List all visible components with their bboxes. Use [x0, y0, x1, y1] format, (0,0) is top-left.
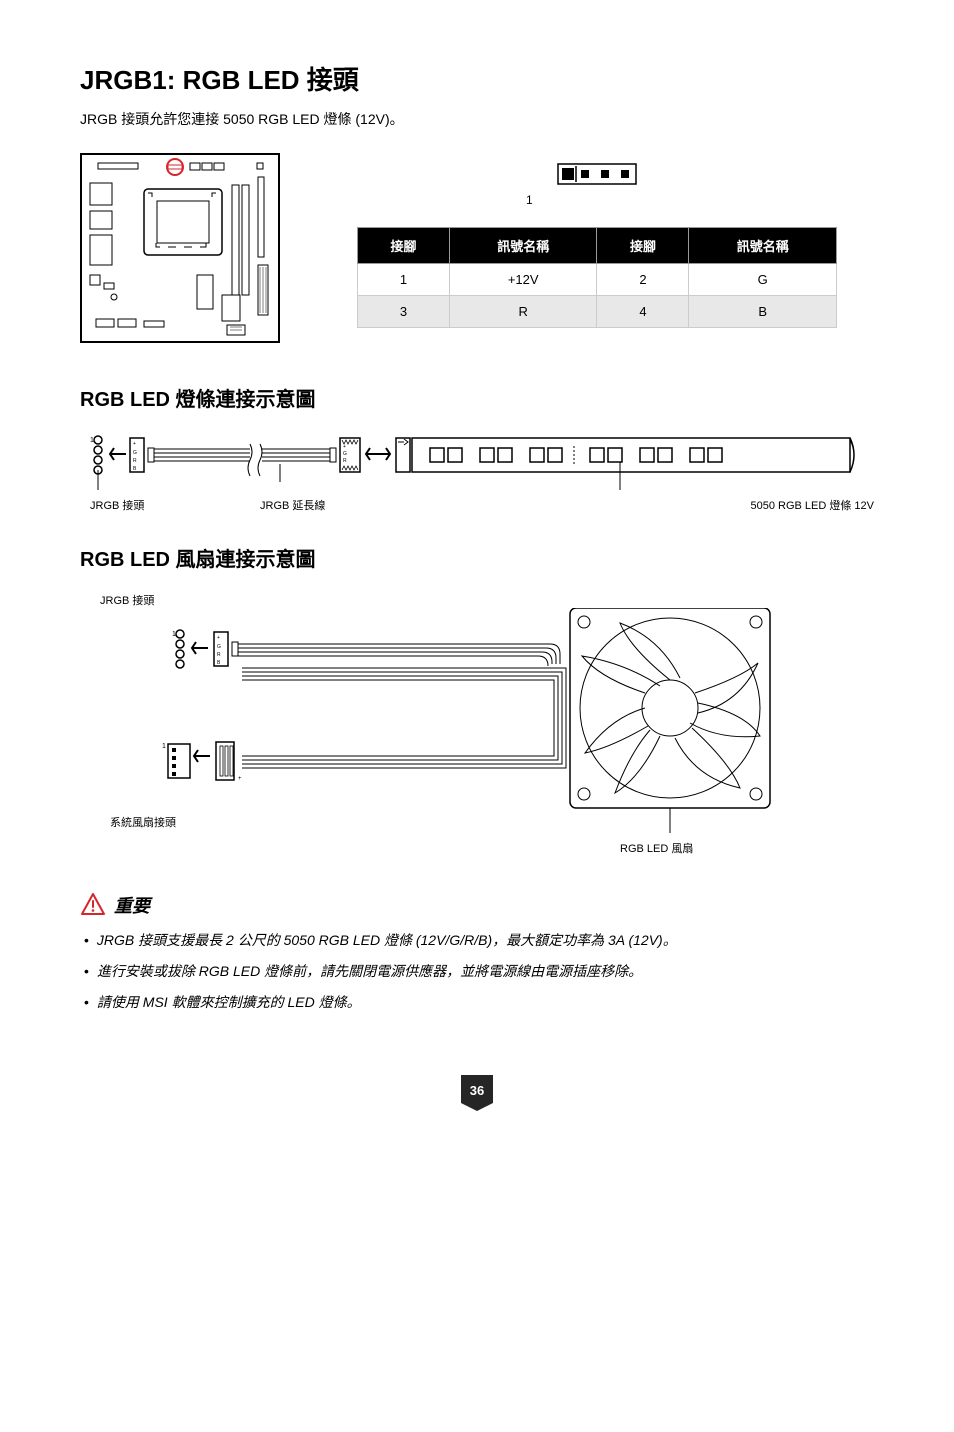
table-header: 接腳 [597, 228, 689, 264]
strip-diagram-section: 1 + G R B + G R [80, 432, 874, 513]
bullet-item: 進行安裝或拔除 RGB LED 燈條前，請先關閉電源供應器，並將電源線由電源插座… [84, 961, 874, 982]
warning-header: 重要 [80, 892, 874, 918]
connector-info: 1 接腳 訊號名稱 接腳 訊號名稱 1 +12V 2 G 3 [320, 153, 874, 328]
svg-text:+: + [133, 441, 136, 447]
svg-text:1: 1 [162, 743, 166, 750]
svg-text:36: 36 [470, 1083, 484, 1098]
connector-pinout-diagram [557, 163, 637, 185]
motherboard-diagram [80, 153, 280, 343]
led-strip-label: 5050 RGB LED 燈條 12V [750, 497, 874, 513]
fan-connection-diagram: 1 + G R B 1 + [80, 608, 780, 868]
sysfan-label: 系統風扇接頭 [110, 814, 176, 830]
table-cell: 3 [358, 296, 450, 328]
table-cell: +12V [449, 264, 597, 296]
svg-text:G: G [133, 450, 137, 456]
svg-text:+: + [238, 776, 242, 782]
table-header: 訊號名稱 [449, 228, 597, 264]
table-cell: B [689, 296, 837, 328]
svg-text:+: + [217, 635, 220, 641]
table-cell: R [449, 296, 597, 328]
table-header: 接腳 [358, 228, 450, 264]
svg-text:B: B [133, 466, 137, 472]
led-strip-diagram: 1 + G R B + G R [80, 432, 860, 492]
svg-text:R: R [343, 458, 347, 464]
page-subtitle: JRGB 接頭允許您連接 5050 RGB LED 燈條 (12V)。 [80, 109, 874, 129]
page-number-badge: 36 [459, 1073, 495, 1113]
svg-text:B: B [217, 660, 221, 666]
svg-text:G: G [217, 644, 221, 650]
table-cell: 2 [597, 264, 689, 296]
top-section: 1 接腳 訊號名稱 接腳 訊號名稱 1 +12V 2 G 3 [80, 153, 874, 343]
svg-text:R: R [217, 652, 221, 658]
strip-heading: RGB LED 燈條連接示意圖 [80, 383, 874, 412]
table-cell: 1 [358, 264, 450, 296]
svg-text:G: G [343, 451, 347, 457]
svg-text:R: R [133, 458, 137, 464]
table-header: 訊號名稱 [689, 228, 837, 264]
svg-text:+: + [343, 444, 346, 450]
warning-icon [80, 892, 106, 918]
rgb-fan-label: RGB LED 風扇 [620, 840, 693, 856]
page-footer: 36 [80, 1073, 874, 1113]
warning-bullets: JRGB 接頭支援最長 2 公尺的 5050 RGB LED 燈條 (12V/G… [80, 930, 874, 1013]
fan-heading: RGB LED 風扇連接示意圖 [80, 543, 874, 572]
warning-title: 重要 [114, 892, 150, 918]
page-title: JRGB1: RGB LED 接頭 [80, 60, 874, 97]
table-cell: 4 [597, 296, 689, 328]
jrgb-header-label: JRGB 接頭 [100, 592, 154, 608]
extension-cable-label: JRGB 延長線 [260, 497, 325, 513]
table-cell: G [689, 264, 837, 296]
pin1-label: 1 [526, 193, 533, 207]
fan-diagram-section: JRGB 接頭 1 + G R B 1 [80, 592, 874, 872]
bullet-item: JRGB 接頭支援最長 2 公尺的 5050 RGB LED 燈條 (12V/G… [84, 930, 874, 951]
jrgb-header-label: JRGB 接頭 [90, 497, 144, 513]
bullet-item: 請使用 MSI 軟體來控制擴充的 LED 燈條。 [84, 992, 874, 1013]
pin-table: 接腳 訊號名稱 接腳 訊號名稱 1 +12V 2 G 3 R 4 B [357, 227, 837, 328]
